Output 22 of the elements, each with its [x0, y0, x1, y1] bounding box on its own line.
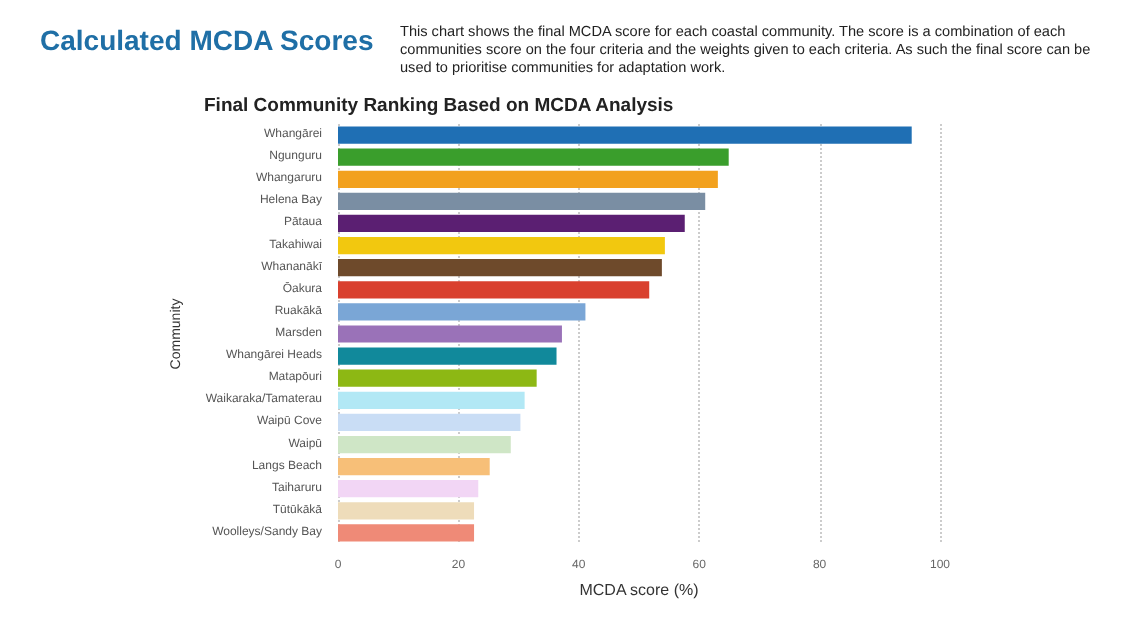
bar	[338, 480, 479, 498]
bar	[338, 214, 685, 233]
bar	[338, 192, 706, 210]
chart-subtitle: Final Community Ranking Based on MCDA Analysis	[204, 95, 674, 117]
bar	[338, 369, 537, 387]
bar	[338, 236, 665, 255]
bar	[338, 259, 662, 277]
x-axis-title: MCDA score (%)	[579, 580, 700, 599]
bar	[338, 524, 475, 542]
bar	[338, 347, 557, 365]
bar	[338, 303, 586, 321]
bar	[338, 126, 912, 144]
bar	[338, 170, 718, 188]
bar	[338, 502, 475, 520]
bar	[338, 281, 650, 299]
bar	[338, 325, 562, 343]
bar	[338, 435, 511, 454]
chart-title: Calculated MCDA Scores	[40, 24, 374, 56]
bar	[338, 148, 729, 166]
bar	[338, 391, 525, 409]
bar	[338, 458, 490, 476]
bar	[338, 413, 521, 432]
